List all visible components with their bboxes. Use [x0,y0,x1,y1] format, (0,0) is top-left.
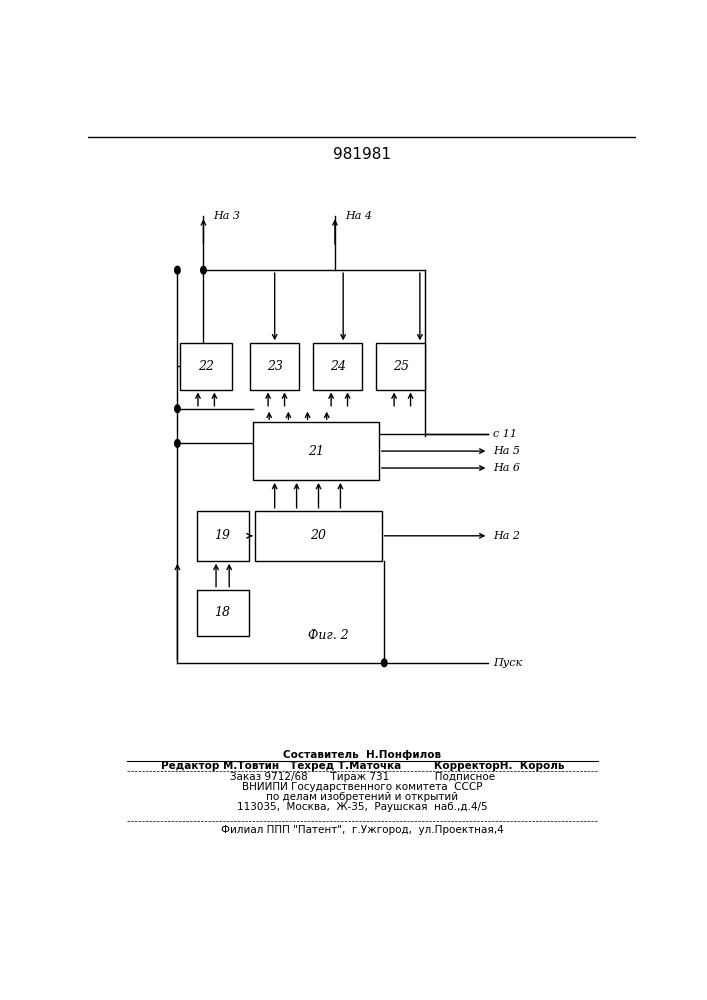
Text: Фиг. 2: Фиг. 2 [308,629,349,642]
Text: 20: 20 [310,529,327,542]
Text: На 4: На 4 [345,211,372,221]
Text: с 11: с 11 [493,429,517,439]
Text: ВНИИПИ Государственного комитета  СССР: ВНИИПИ Государственного комитета СССР [242,782,483,792]
Bar [253,422,379,480]
Text: Филиал ППП "Патент",  г.Ужгород,  ул.Проектная,4: Филиал ППП "Патент", г.Ужгород, ул.Проек… [221,825,503,835]
Circle shape [201,266,206,274]
Text: Пуск: Пуск [493,658,522,668]
Text: На 6: На 6 [493,463,520,473]
Text: 25: 25 [392,360,409,373]
Bar [313,343,363,389]
Bar [255,511,382,561]
Circle shape [175,440,180,447]
Text: Заказ 9712/68       Тираж 731              Подписное: Заказ 9712/68 Тираж 731 Подписное [230,772,495,782]
Text: 981981: 981981 [333,147,392,162]
Bar [376,343,426,389]
Bar [180,343,232,389]
Bar [197,511,249,561]
Text: На 3: На 3 [214,211,240,221]
Text: На 5: На 5 [493,446,520,456]
Text: 113035,  Москва,  Ж-35,  Раушская  наб.,д.4/5: 113035, Москва, Ж-35, Раушская наб.,д.4/… [237,802,488,812]
Text: 21: 21 [308,445,324,458]
Circle shape [175,266,180,274]
Text: На 2: На 2 [493,531,520,541]
Text: 19: 19 [215,529,230,542]
Text: 22: 22 [198,360,214,373]
Text: 23: 23 [267,360,283,373]
Bar [197,590,249,636]
Bar [250,343,299,389]
Text: Составитель  Н.Понфилов: Составитель Н.Понфилов [284,750,441,760]
Circle shape [382,659,387,667]
Text: по делам изобретений и открытий: по делам изобретений и открытий [267,792,458,802]
Circle shape [175,405,180,413]
Text: Редактор М.Товтин   Техред Т.Маточка         КорректорН.  Король: Редактор М.Товтин Техред Т.Маточка Корре… [160,761,564,771]
Text: 18: 18 [215,606,230,619]
Text: 24: 24 [329,360,346,373]
